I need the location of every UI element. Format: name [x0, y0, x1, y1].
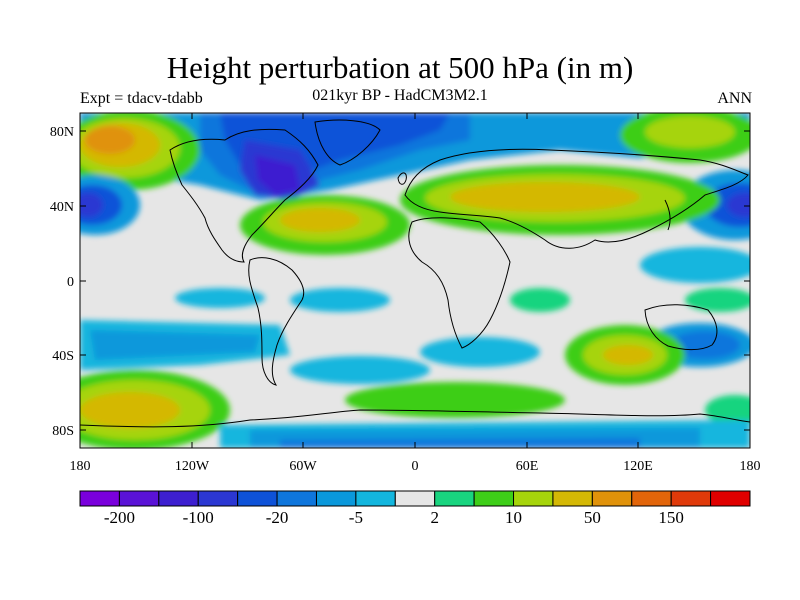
colorbar-swatch — [591, 490, 633, 507]
lon-label-0: 0 — [412, 459, 419, 474]
colorbar-label: -20 — [266, 508, 289, 527]
coast-south-america — [248, 257, 305, 386]
lon-label-120e: 120E — [623, 459, 653, 474]
colorbar-swatch — [276, 490, 317, 507]
colorbar: -200 -100 -20 -5 2 10 50 150 — [79, 490, 751, 527]
colorbar-swatch — [158, 490, 199, 507]
lat-label-80s: 80S — [52, 424, 74, 439]
coast-uk — [397, 172, 407, 185]
coast-europe-asia — [404, 148, 749, 249]
season-label: ANN — [717, 90, 752, 107]
lon-label-60w: 60W — [289, 459, 317, 474]
lat-label-0: 0 — [67, 275, 74, 290]
colorbar-swatch — [118, 490, 160, 507]
colorbar-swatch — [197, 490, 239, 507]
lon-label-180e: 180 — [740, 459, 761, 474]
lat-label-40s: 40S — [52, 349, 74, 364]
colorbar-swatch — [315, 490, 357, 507]
axis-ticks — [80, 113, 750, 448]
colorbar-label: 150 — [658, 508, 684, 527]
colorbar-swatch — [631, 490, 672, 507]
colorbar-swatch — [552, 490, 593, 507]
colorbar-label: -200 — [104, 508, 135, 527]
model-label: 021kyr BP - HadCM3M2.1 — [312, 87, 488, 104]
coastlines — [80, 119, 750, 428]
colorbar-swatch — [355, 490, 396, 507]
colorbar-swatch — [79, 490, 120, 507]
colorbar-label: 10 — [505, 508, 522, 527]
coast-australia — [644, 304, 718, 351]
coast-japan — [664, 199, 671, 231]
colorbar-swatch — [670, 490, 712, 507]
colorbar-label: -100 — [183, 508, 214, 527]
colorbar-swatch — [710, 490, 751, 507]
colorbar-swatch — [394, 490, 436, 507]
contour-field — [80, 113, 750, 448]
colorbar-label: 50 — [584, 508, 601, 527]
colorbar-swatch — [237, 490, 278, 507]
coast-greenland — [314, 119, 381, 166]
lat-label-80n: 80N — [50, 125, 74, 140]
colorbar-label: 2 — [430, 508, 439, 527]
coast-antarctica — [80, 409, 750, 428]
lon-label-180w: 180 — [70, 459, 91, 474]
colorbar-swatch — [473, 490, 515, 507]
colorbar-swatch — [434, 490, 475, 507]
longitude-labels: 180 120W 60W 0 60E 120E 180 — [70, 459, 761, 474]
colorbar-label: -5 — [349, 508, 363, 527]
map-title: Height perturbation at 500 hPa (in m) — [166, 50, 634, 85]
coast-africa — [408, 217, 511, 349]
coast-north-america — [169, 128, 319, 263]
colorbar-swatch — [513, 490, 554, 507]
experiment-label: Expt = tdacv-tdabb — [80, 90, 203, 107]
lat-label-40n: 40N — [50, 200, 74, 215]
lon-label-120w: 120W — [175, 459, 210, 474]
lon-label-60e: 60E — [516, 459, 539, 474]
latitude-labels: 80N 40N 0 40S 80S — [50, 125, 74, 439]
